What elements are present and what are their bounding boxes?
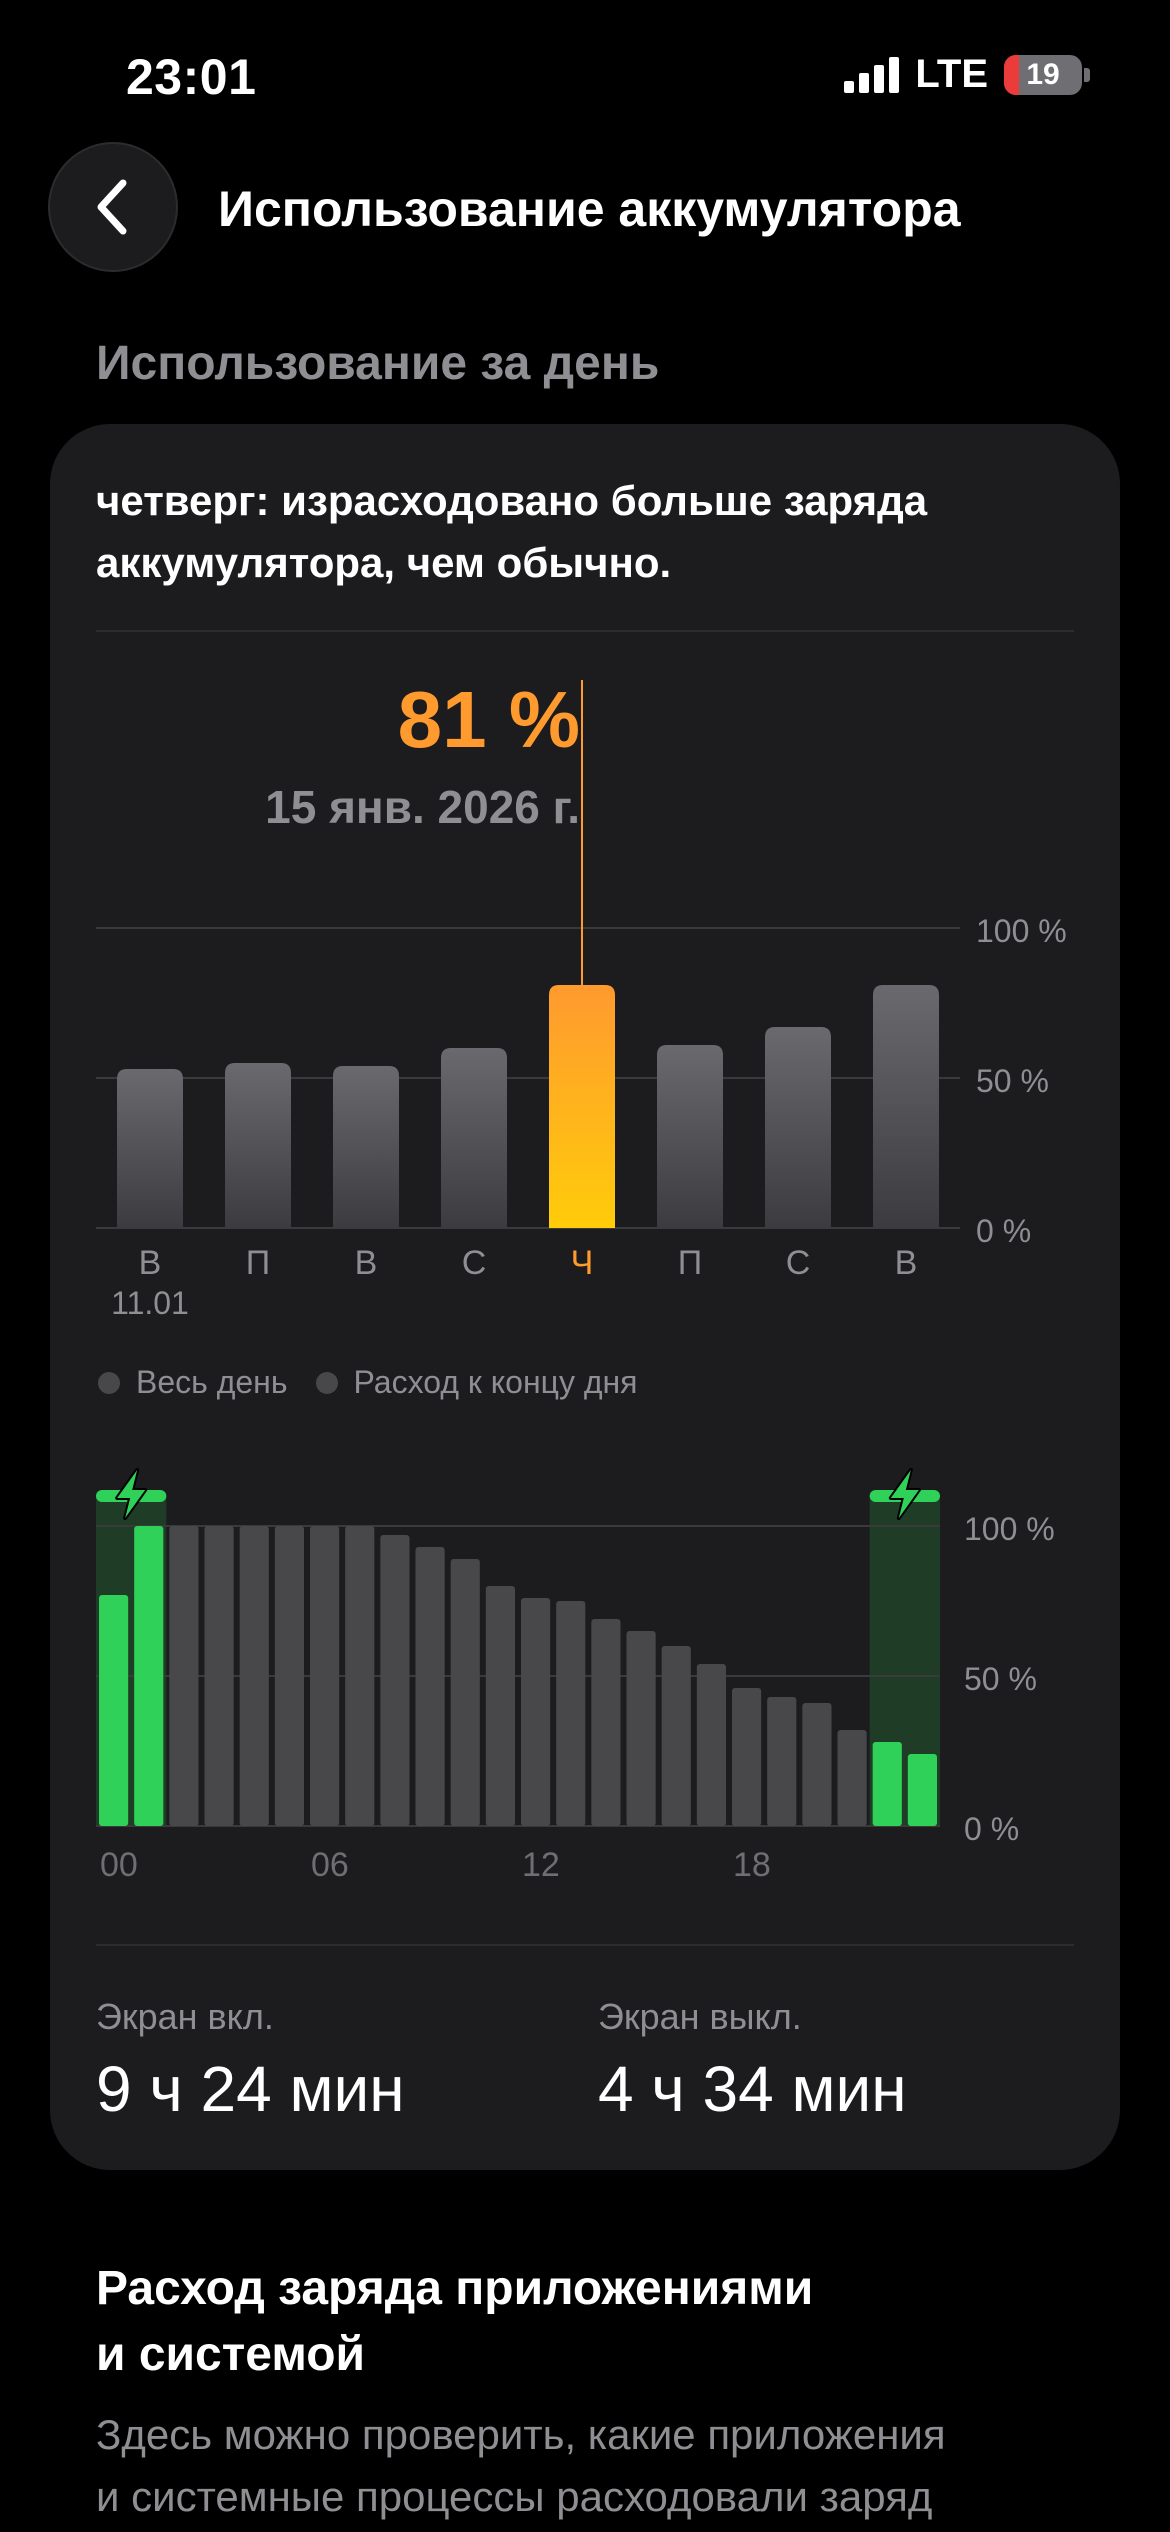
hourly-bar [732, 1688, 762, 1826]
weekly-bar [225, 1063, 291, 1228]
hourly-bar [521, 1598, 551, 1826]
day-usage-card: четверг: израсходовано больше заряда акк… [50, 424, 1120, 2170]
hourly-bar [274, 1526, 304, 1826]
day-usage-section-label: Использование за день [96, 337, 660, 390]
screen-off-value: 4 ч 34 мин [598, 2053, 907, 2125]
hourly-bar-charging [872, 1742, 902, 1826]
apps-usage-title: Расход заряда приложениями и системой [96, 2256, 996, 2388]
hourly-bar [345, 1526, 375, 1826]
legend-dot [315, 1371, 338, 1394]
apps-usage-title-line2: и системой [96, 2328, 366, 2381]
hourly-bar [380, 1535, 410, 1826]
weekly-y-tick-label: 0 % [976, 1213, 1031, 1249]
legend-dot [98, 1371, 120, 1394]
battery-tip [1084, 67, 1090, 82]
hourly-bar [591, 1619, 621, 1826]
hourly-bar [767, 1697, 797, 1826]
usage-insight-message: четверг: израсходовано больше заряда акк… [96, 477, 928, 586]
hourly-y-tick-label: 50 % [964, 1661, 1037, 1697]
weekly-bar [441, 1048, 507, 1228]
hourly-bar-charging [134, 1526, 164, 1826]
chart-legend: Весь день Расход к концу дня [98, 1364, 638, 1401]
battery-icon: 19 [1004, 54, 1082, 95]
back-button[interactable] [48, 142, 178, 272]
card-divider-bottom [96, 1944, 1074, 1946]
weekly-x-tick-label: В [139, 1244, 162, 1282]
weekly-first-date-label: 11.01 [111, 1285, 189, 1321]
status-indicators: LTE 19 [844, 52, 1090, 97]
weekly-bar [657, 1045, 723, 1228]
chevron-left-icon [97, 179, 127, 235]
hourly-bar-charging [99, 1595, 129, 1826]
hourly-bar [696, 1664, 726, 1826]
weekly-y-tick-label: 50 % [976, 1063, 1049, 1099]
screen-on-label: Экран вкл. [96, 1996, 274, 2037]
hourly-y-tick-label: 0 % [964, 1811, 1019, 1847]
weekly-bar-selected [549, 985, 615, 1228]
network-type: LTE [915, 52, 988, 96]
page-title: Использование аккумулятора [218, 181, 961, 237]
hourly-bar [169, 1526, 199, 1826]
screen-off-label: Экран выкл. [598, 1996, 802, 2037]
legend-item-end-of-day[interactable]: Расход к концу дня [315, 1364, 638, 1401]
status-time: 23:01 [126, 49, 257, 105]
hourly-bar [415, 1547, 445, 1826]
apps-usage-desc-line2: и системные процессы расходовали заряд [96, 2473, 933, 2520]
apps-usage-description: Здесь можно проверить, какие приложения … [96, 2404, 1096, 2528]
screen-on-value: 9 ч 24 мин [96, 2053, 405, 2125]
weekly-bar [873, 985, 939, 1228]
weekly-bar [117, 1069, 183, 1228]
battery-level: 19 [1026, 57, 1060, 91]
hourly-bar [626, 1631, 656, 1826]
selected-day-date: 15 янв. 2026 г. [265, 781, 580, 833]
hourly-y-tick-label: 100 % [964, 1511, 1055, 1547]
hourly-bar [450, 1559, 480, 1826]
hourly-bar [837, 1730, 867, 1826]
hourly-bar [661, 1646, 691, 1826]
weekly-y-tick-label: 100 % [976, 913, 1067, 949]
hourly-x-tick-label: 00 [100, 1846, 138, 1884]
weekly-x-tick-label: В [895, 1244, 918, 1282]
hourly-bar-charging [907, 1754, 937, 1826]
weekly-x-tick-label: П [678, 1244, 702, 1282]
weekly-bar [333, 1066, 399, 1228]
signal-bars-icon [844, 56, 900, 93]
lightning-bolt-icon [115, 1468, 148, 1520]
legend-label: Весь день [136, 1364, 288, 1400]
hourly-bar [485, 1586, 515, 1826]
lightning-bolt-icon [888, 1468, 921, 1520]
hourly-x-tick-label: 12 [522, 1846, 560, 1884]
hourly-x-tick-label: 06 [311, 1846, 349, 1884]
hourly-bar [556, 1601, 586, 1826]
hourly-bar [802, 1703, 832, 1826]
hourly-bar [204, 1526, 234, 1826]
legend-label: Расход к концу дня [353, 1364, 638, 1400]
weekly-x-tick-label: Ч [571, 1244, 594, 1282]
weekly-x-tick-label: П [246, 1244, 270, 1282]
legend-item-all-day[interactable]: Весь день [98, 1364, 288, 1401]
selected-day-value: 81 % [397, 675, 580, 764]
apps-usage-desc-line1: Здесь можно проверить, какие приложения [96, 2411, 946, 2458]
weekly-x-tick-label: С [786, 1244, 811, 1282]
hourly-bar [239, 1526, 269, 1826]
weekly-x-tick-label: В [355, 1244, 378, 1282]
hourly-x-tick-label: 18 [733, 1846, 771, 1884]
apps-usage-title-line1: Расход заряда приложениями [96, 2262, 814, 2315]
weekly-bar [765, 1027, 831, 1228]
hourly-bar [310, 1526, 340, 1826]
card-divider-top [96, 630, 1074, 632]
weekly-x-tick-label: С [462, 1244, 487, 1282]
